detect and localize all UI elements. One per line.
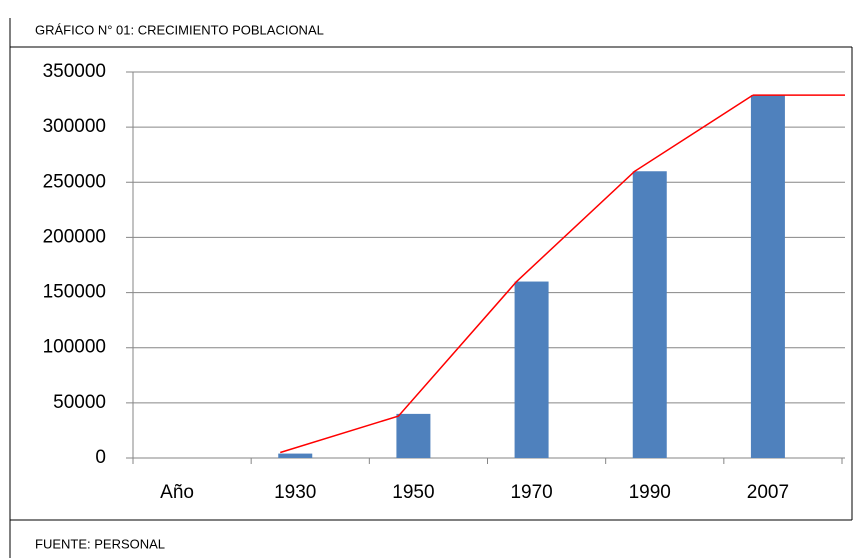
x-tick-label: 1930	[274, 482, 316, 503]
x-tick-label: 2007	[747, 482, 789, 503]
x-tick-label: Año	[160, 482, 194, 503]
x-tick-label: 1950	[392, 482, 434, 503]
source-note: FUENTE: PERSONAL	[35, 536, 165, 551]
y-tick-label: 0	[95, 447, 106, 468]
y-tick-label: 150000	[43, 282, 106, 303]
y-tick-label: 250000	[43, 171, 106, 192]
bar	[278, 453, 313, 458]
y-tick-label: 350000	[43, 61, 106, 82]
x-tick-label: 1970	[510, 482, 552, 503]
bar	[750, 95, 785, 458]
y-tick-label: 200000	[43, 226, 106, 247]
chart-title: GRÁFICO N° 01: CRECIMIENTO POBLACIONAL	[35, 22, 324, 37]
bar	[632, 171, 667, 458]
y-tick-label: 300000	[43, 116, 106, 137]
y-tick-label: 100000	[43, 337, 106, 358]
line	[280, 94, 754, 454]
x-tick-label: 1990	[629, 482, 671, 503]
bar	[514, 281, 549, 458]
y-tick-label: 50000	[53, 392, 106, 413]
bar	[396, 413, 431, 458]
